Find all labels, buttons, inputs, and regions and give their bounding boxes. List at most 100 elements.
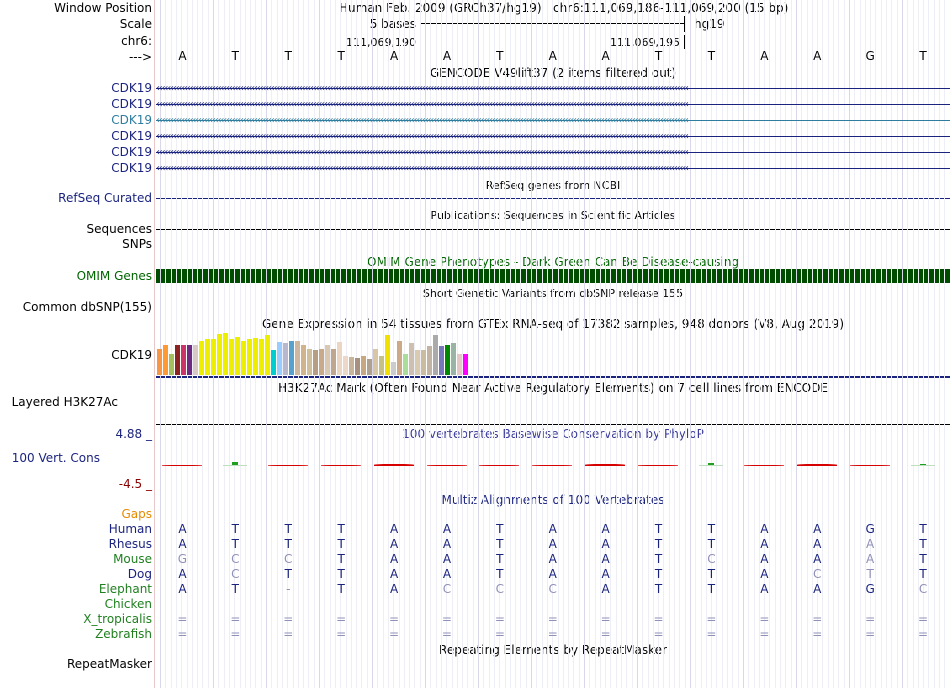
gencode-item-label[interactable]: CDK19 [111, 97, 152, 111]
gtex-bar[interactable] [331, 349, 336, 375]
gtex-bar[interactable] [307, 349, 312, 375]
gtex-bar[interactable] [295, 341, 300, 375]
phylop-title[interactable]: 100 vertebrates Basewise Conservation by… [402, 427, 704, 441]
gtex-bar[interactable] [439, 346, 444, 375]
gtex-bar[interactable] [361, 356, 366, 375]
phylop-bar[interactable] [162, 465, 202, 466]
gencode-item-label[interactable]: CDK19 [111, 129, 152, 143]
phylop-bar[interactable] [849, 465, 890, 466]
gencode-item-label[interactable]: CDK19 [111, 81, 152, 95]
gtex-bar[interactable] [427, 346, 432, 375]
gtex-bar[interactable] [337, 342, 342, 375]
species-label[interactable]: Human [108, 522, 152, 536]
gencode-item-line[interactable] [156, 120, 950, 121]
refseq-label[interactable]: RefSeq Curated [58, 191, 152, 205]
gencode-item-line[interactable] [156, 104, 950, 105]
gtex-feature-line[interactable] [156, 376, 950, 378]
gtex-bar[interactable] [283, 343, 288, 375]
phylop-bar[interactable] [373, 464, 414, 466]
omim-label[interactable]: OMIM Genes [76, 269, 152, 283]
gtex-bar[interactable] [379, 356, 384, 375]
repeatmasker-label[interactable]: RepeatMasker [66, 657, 152, 671]
phylop-bar[interactable] [426, 465, 467, 466]
phylop-bar[interactable] [232, 462, 239, 466]
snps-label[interactable]: SNPs [122, 237, 152, 251]
gtex-bar[interactable] [175, 345, 180, 375]
gtex-bar[interactable] [271, 350, 276, 375]
gtex-bar[interactable] [349, 357, 354, 375]
phylop-bar[interactable] [585, 464, 626, 466]
gtex-bar[interactable] [397, 341, 402, 375]
phylop-label[interactable]: 100 Vert. Cons [11, 451, 100, 465]
gtex-bar[interactable] [463, 354, 468, 375]
phylop-bar[interactable] [708, 463, 715, 466]
species-label[interactable]: Zebrafish [95, 627, 152, 641]
h3k27ac-label[interactable]: Layered H3K27Ac [11, 395, 118, 409]
gtex-bar[interactable] [391, 362, 396, 375]
species-label[interactable]: Elephant [98, 582, 152, 596]
species-label[interactable]: X_tropicalis [83, 612, 152, 626]
gtex-bar[interactable] [319, 349, 324, 375]
gaps-label[interactable]: Gaps [121, 507, 152, 521]
gencode-item-line[interactable] [156, 152, 950, 153]
omim-feature[interactable] [156, 269, 950, 283]
publications-title[interactable]: Publications: Sequences in Scientific Ar… [430, 209, 676, 222]
repeatmasker-title[interactable]: Repeating Elements by RepeatMasker [439, 643, 667, 657]
phylop-bar[interactable] [479, 465, 520, 466]
phylop-bar[interactable] [743, 465, 784, 466]
gtex-bar[interactable] [451, 343, 456, 375]
phylop-bar[interactable] [796, 464, 837, 466]
gtex-bar[interactable] [181, 345, 186, 375]
gencode-item-line[interactable] [156, 168, 950, 169]
gencode-title[interactable]: GENCODE V49lift37 (2 items filtered out) [429, 66, 677, 80]
gtex-bar[interactable] [457, 354, 462, 375]
gtex-bar[interactable] [289, 341, 294, 375]
gtex-bar[interactable] [313, 350, 318, 375]
gencode-item-line[interactable] [156, 136, 950, 137]
gtex-bar[interactable] [235, 337, 240, 375]
gtex-bar[interactable] [163, 345, 168, 375]
gtex-bar[interactable] [415, 350, 420, 375]
h3k27ac-title[interactable]: H3K27Ac Mark (Often Found Near Active Re… [278, 381, 828, 395]
gtex-bar[interactable] [445, 345, 450, 375]
gtex-bar[interactable] [199, 341, 204, 375]
gencode-item-label[interactable]: CDK19 [111, 145, 152, 159]
gtex-bar[interactable] [403, 354, 408, 375]
dbsnp-title[interactable]: Short Genetic Variants from dbSNP releas… [422, 287, 684, 300]
phylop-bar[interactable] [532, 465, 573, 466]
gtex-bar[interactable] [157, 349, 162, 375]
phylop-bar[interactable] [320, 465, 361, 466]
phylop-bar[interactable] [638, 465, 679, 466]
gtex-bar[interactable] [343, 356, 348, 375]
species-label[interactable]: Dog [127, 567, 152, 581]
gtex-bar[interactable] [385, 335, 390, 375]
gencode-item-label[interactable]: CDK19 [111, 113, 152, 127]
gtex-bar[interactable] [409, 343, 414, 375]
gtex-title[interactable]: Gene Expression in 54 tissues from GTEx … [261, 317, 845, 331]
gtex-bar[interactable] [205, 339, 210, 375]
gtex-bar[interactable] [187, 345, 192, 375]
species-label[interactable]: Mouse [113, 552, 152, 566]
gtex-bar[interactable] [259, 339, 264, 375]
gtex-bar[interactable] [433, 335, 438, 375]
gtex-bar[interactable] [247, 339, 252, 375]
refseq-title[interactable]: RefSeq genes from NCBI [485, 179, 621, 192]
gencode-item-line[interactable] [156, 88, 950, 89]
gtex-bar[interactable] [229, 339, 234, 375]
species-label[interactable]: Rhesus [108, 537, 152, 551]
gtex-bar[interactable] [301, 345, 306, 375]
gtex-bar[interactable] [367, 359, 372, 375]
gtex-bar[interactable] [355, 358, 360, 375]
omim-title[interactable]: OMIM Gene Phenotypes - Dark Green Can Be… [367, 255, 739, 269]
gtex-bar[interactable] [217, 334, 222, 375]
species-label[interactable]: Chicken [104, 597, 152, 611]
refseq-feature-line[interactable] [156, 198, 950, 199]
multiz-title[interactable]: Multiz Alignments of 100 Vertebrates [441, 493, 665, 507]
dbsnp-label[interactable]: Common dbSNP(155) [22, 300, 152, 314]
gtex-bar[interactable] [169, 354, 174, 375]
publications-label[interactable]: Sequences [86, 222, 152, 236]
publications-feature-line[interactable] [156, 229, 950, 230]
gtex-bar[interactable] [277, 342, 282, 375]
gtex-bar[interactable] [421, 350, 426, 375]
